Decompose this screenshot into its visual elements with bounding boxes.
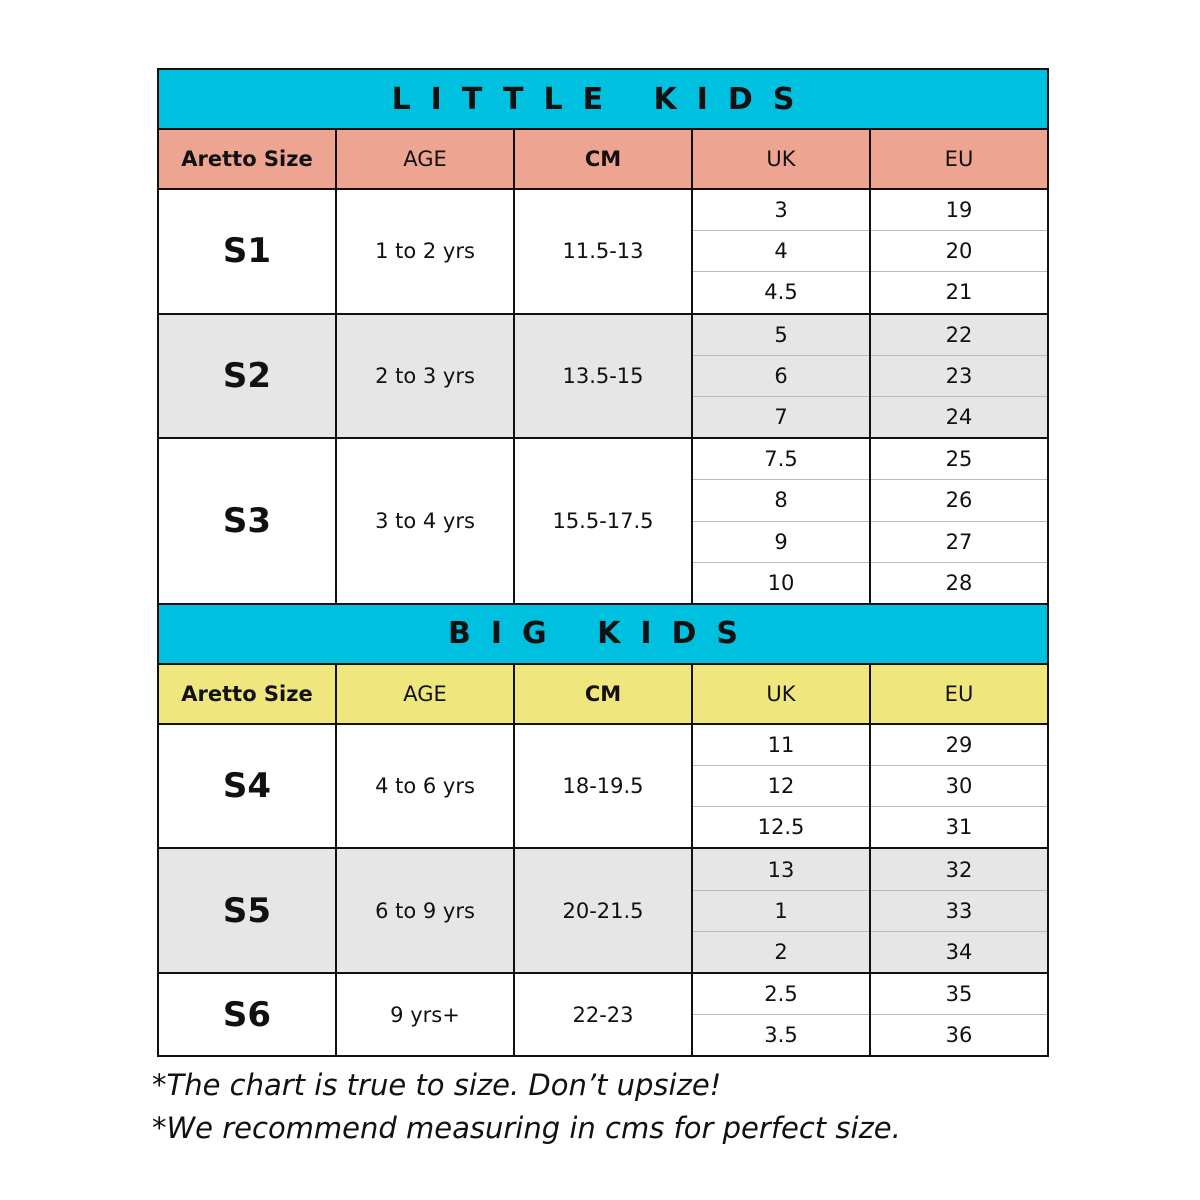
uk-cell: 4 [693,230,869,271]
cm-cell: 20-21.5 [513,849,691,972]
column-header: AGE [335,664,513,723]
eu-cell: 26 [871,479,1047,520]
table-row: S1 1 to 2 yrs 11.5-13 3 4 4.5 19 20 21 [157,188,1049,313]
footnotes: *The chart is true to size. Don’t upsize… [152,1064,901,1150]
size-chart-table: LITTLE KIDS Aretto Size AGE CM UK EU S1 1 to 2 … [157,68,1049,1058]
uk-cell-group: 2.5 3.5 [691,974,869,1056]
size-cell: S3 [222,501,272,541]
uk-cell: 3.5 [693,1014,869,1055]
eu-cell: 36 [871,1014,1047,1055]
size-cell: S1 [222,231,272,272]
age-cell: 9 yrs+ [335,974,513,1056]
eu-cell: 24 [871,395,1047,437]
uk-cell: 7 [693,395,869,437]
eu-cell-group: 29 30 31 [869,724,1047,848]
column-header: UK [691,664,869,723]
eu-cell-group: 22 23 24 [869,314,1047,438]
age-cell: 2 to 3 yrs [335,314,513,438]
table-row: S3 3 to 4 yrs 15.5-17.5 7.5 8 9 10 25 26 27 28 [157,437,1049,603]
uk-cell: 9 [693,520,869,562]
eu-cell-group: 32 33 34 [869,849,1047,972]
eu-cell: 30 [871,765,1047,806]
eu-cell: 23 [871,354,1047,396]
column-header: Aretto Size [181,681,313,706]
eu-cell: 21 [871,271,1047,312]
uk-cell: 12.5 [693,806,869,847]
cm-cell: 13.5-15 [513,314,691,438]
table-row: S6 9 yrs+ 22-23 2.5 3.5 35 36 [157,972,1049,1058]
eu-cell: 29 [945,732,973,757]
cm-cell: 15.5-17.5 [513,439,691,603]
cm-cell: 11.5-13 [513,190,691,313]
column-header: EU [869,664,1047,723]
age-cell: 1 to 2 yrs [335,190,513,313]
uk-cell: 4.5 [693,271,869,312]
eu-cell: 27 [871,520,1047,562]
column-header: CM [513,130,691,188]
column-header: CM [513,664,691,723]
age-cell: 3 to 4 yrs [335,439,513,603]
column-header: Aretto Size [181,147,313,171]
uk-cell: 10 [693,561,869,603]
column-header: EU [869,130,1047,188]
uk-cell: 2.5 [764,982,798,1007]
uk-cell: 13 [767,857,795,882]
header-row: Aretto Size AGE CM UK EU [157,128,1049,188]
uk-cell-group: 11 12 12.5 [691,724,869,848]
eu-cell: 20 [871,230,1047,271]
cm-cell: 18-19.5 [513,724,691,848]
eu-cell-group: 19 20 21 [869,190,1047,313]
eu-cell: 25 [945,447,973,472]
uk-cell: 8 [693,479,869,520]
eu-cell: 31 [871,806,1047,847]
uk-cell-group: 13 1 2 [691,849,869,972]
eu-cell: 33 [871,889,1047,931]
eu-cell: 34 [871,930,1047,972]
uk-cell-group: 7.5 8 9 10 [691,439,869,603]
eu-cell: 19 [945,198,973,223]
uk-cell: 2 [693,930,869,972]
age-cell: 6 to 9 yrs [335,849,513,972]
uk-cell: 5 [774,322,788,347]
eu-cell: 32 [945,857,973,882]
column-header: AGE [335,130,513,188]
uk-cell: 12 [693,765,869,806]
size-cell: S4 [222,766,272,807]
section-title-little-kids: LITTLE KIDS [157,68,1049,128]
eu-cell: 35 [945,982,973,1007]
eu-cell: 28 [871,561,1047,603]
header-row: Aretto Size AGE CM UK EU [157,662,1049,723]
uk-cell: 1 [693,889,869,931]
eu-cell: 22 [945,322,973,347]
cm-cell: 22-23 [513,974,691,1056]
table-row: S4 4 to 6 yrs 18-19.5 11 12 12.5 29 30 31 [157,722,1049,848]
uk-cell: 11 [767,732,795,757]
eu-cell-group: 35 36 [869,974,1047,1056]
footnote-measure-cms: *We recommend measuring in cms for perfe… [152,1111,901,1145]
uk-cell: 7.5 [764,447,798,472]
uk-cell-group: 3 4 4.5 [691,190,869,313]
eu-cell-group: 25 26 27 28 [869,439,1047,603]
table-row: S2 2 to 3 yrs 13.5-15 5 6 7 22 23 24 [157,312,1049,438]
footnote-true-to-size: *The chart is true to size. Don’t upsize… [152,1068,722,1102]
size-cell: S2 [222,355,272,396]
section-title-big-kids: BIG KIDS [157,602,1049,663]
uk-cell: 6 [693,354,869,396]
size-cell: S6 [222,994,272,1035]
age-cell: 4 to 6 yrs [335,724,513,848]
column-header: UK [691,130,869,188]
uk-cell: 3 [774,198,788,223]
size-cell: S5 [222,890,272,931]
table-row: S5 6 to 9 yrs 20-21.5 13 1 2 32 33 34 [157,847,1049,972]
